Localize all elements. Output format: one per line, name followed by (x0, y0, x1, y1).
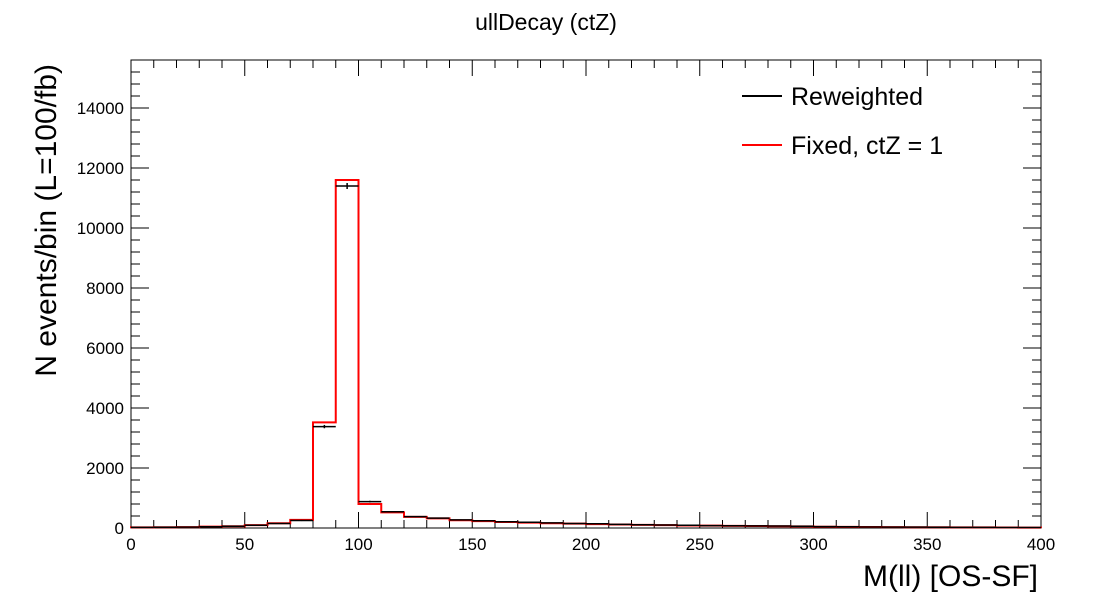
x-tick-label: 400 (1027, 535, 1055, 554)
plot-frame (130, 59, 1042, 529)
x-tick-label: 200 (572, 535, 600, 554)
series-reweighted-points (131, 183, 1041, 529)
y-tick-label: 14000 (77, 99, 124, 118)
plot-area: 0 50 100 150 200 250 300 350 400 0 2000 4000 6000 80… (77, 59, 1055, 554)
reweighted-point (426, 517, 450, 519)
x-tick-label: 350 (913, 535, 941, 554)
reweighted-point (517, 521, 541, 524)
legend: Reweighted Fixed, ctZ = 1 (742, 83, 943, 160)
series-fixed-line (130, 179, 1042, 529)
x-tick-label: 300 (799, 535, 827, 554)
reweighted-point (631, 523, 655, 526)
y-tick-label: 12000 (77, 159, 124, 178)
reweighted-point (358, 500, 382, 503)
reweighted-point (608, 523, 632, 526)
reweighted-point (540, 522, 564, 524)
reweighted-point (495, 520, 518, 523)
reweighted-point (449, 519, 473, 521)
y-tick-label: 10000 (77, 219, 124, 238)
reweighted-point (677, 524, 700, 527)
y-tick-label: 4000 (86, 399, 124, 418)
reweighted-point (244, 524, 268, 527)
reweighted-point (472, 520, 495, 522)
y-axis-title: N events/bin (L=100/fb) (30, 64, 63, 377)
x-tick-label: 250 (686, 535, 714, 554)
reweighted-point (313, 424, 336, 429)
y-tick-label: 6000 (86, 339, 124, 358)
reweighted-point (222, 525, 245, 527)
reweighted-point (404, 515, 427, 518)
x-tick-label: 50 (235, 535, 254, 554)
x-axis: 0 50 100 150 200 250 300 350 400 (126, 60, 1055, 554)
x-axis-title: M(ll) [OS-SF] (863, 560, 1038, 593)
series-fixed-step (130, 179, 1042, 529)
reweighted-point (267, 522, 291, 525)
reweighted-point (381, 511, 404, 513)
x-tick-label: 100 (344, 535, 372, 554)
x-tick-label: 150 (458, 535, 486, 554)
y-tick-label: 2000 (86, 459, 124, 478)
chart-title: ullDecay (ctZ) (475, 9, 617, 35)
reweighted-point (290, 519, 313, 522)
legend-label-fixed: Fixed, ctZ = 1 (791, 132, 943, 160)
reweighted-point (586, 523, 609, 525)
y-axis: 0 2000 4000 6000 8000 10000 12000 14000 (77, 59, 1041, 538)
reweighted-point (654, 524, 677, 526)
reweighted-point (563, 522, 586, 525)
legend-label-reweighted: Reweighted (791, 83, 923, 111)
y-tick-label: 8000 (86, 279, 124, 298)
reweighted-point (335, 183, 359, 189)
x-tick-label: 0 (126, 535, 135, 554)
y-tick-label: 0 (115, 519, 124, 538)
